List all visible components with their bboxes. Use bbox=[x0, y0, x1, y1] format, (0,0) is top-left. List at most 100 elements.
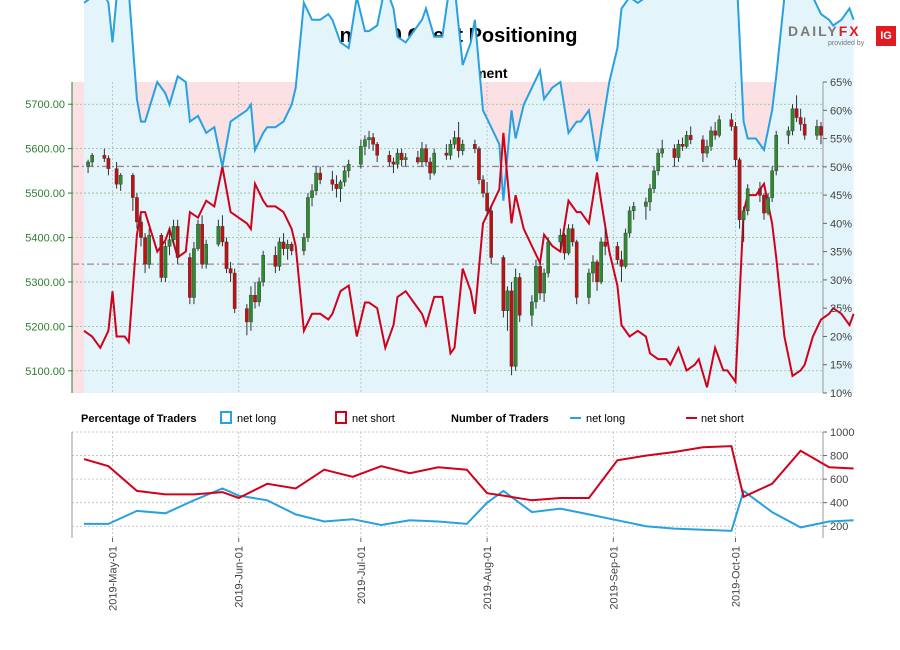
candle-body bbox=[375, 143, 379, 156]
percent-tick-label: 55% bbox=[830, 134, 852, 146]
price-tick-label: 5100.00 bbox=[25, 366, 65, 378]
net-short-count-line bbox=[83, 445, 854, 502]
candle-body bbox=[758, 188, 762, 196]
candle-body bbox=[481, 179, 485, 194]
legend-count-net-short-label: net short bbox=[701, 413, 744, 425]
percent-tick-label: 10% bbox=[830, 388, 852, 400]
candle-body bbox=[159, 235, 164, 278]
candle-body bbox=[139, 221, 143, 238]
date-tick-label: 2019-May-01 bbox=[108, 546, 120, 611]
candle-body bbox=[420, 148, 424, 163]
count-tick-label: 1000 bbox=[830, 427, 854, 439]
candle-body bbox=[762, 195, 766, 214]
candle-body bbox=[452, 137, 457, 145]
candle-body bbox=[310, 190, 314, 198]
candle-body bbox=[558, 235, 563, 243]
candle-body bbox=[644, 201, 648, 207]
bottom-plot-area bbox=[72, 432, 823, 538]
candle-body bbox=[147, 235, 151, 265]
candle-body bbox=[574, 241, 579, 298]
percent-tick-label: 30% bbox=[830, 275, 852, 287]
candle-body bbox=[477, 148, 481, 180]
candle-body bbox=[717, 119, 722, 136]
candle-body bbox=[672, 148, 677, 158]
candle-body bbox=[652, 170, 656, 189]
candle-body bbox=[473, 143, 477, 149]
candle-body bbox=[277, 241, 282, 267]
candle-body bbox=[444, 152, 449, 156]
candle-body bbox=[709, 130, 713, 147]
count-tick-label: 800 bbox=[830, 451, 848, 463]
candle-body bbox=[416, 157, 420, 163]
candle-body bbox=[509, 290, 514, 367]
candle-body bbox=[273, 255, 278, 267]
candle-body bbox=[363, 139, 367, 147]
candle-body bbox=[627, 210, 632, 234]
candle-body bbox=[489, 210, 493, 258]
net-long-count-line bbox=[84, 487, 854, 532]
percent-tick-label: 40% bbox=[830, 218, 852, 230]
candle-body bbox=[701, 139, 705, 154]
price-tick-label: 5200.00 bbox=[25, 321, 65, 333]
price-candles bbox=[86, 95, 823, 376]
candle-body bbox=[815, 126, 819, 136]
price-tick-label: 5500.00 bbox=[25, 188, 65, 200]
legend-net-short-swatch bbox=[335, 411, 347, 424]
candle-body bbox=[220, 226, 225, 243]
candle-body bbox=[570, 228, 575, 243]
legend-number-title: Number of Traders bbox=[451, 413, 549, 425]
candle-body bbox=[591, 261, 595, 274]
candle-body bbox=[448, 143, 453, 156]
candle-body bbox=[733, 126, 738, 160]
reference-lines bbox=[72, 165, 823, 265]
candle-body bbox=[200, 223, 204, 265]
price-sentiment-panel: 5100.00 5200.00 5300.00 5400.00 5500.00 5600.… bbox=[25, 0, 855, 400]
percent-tick-label: 65% bbox=[830, 77, 852, 89]
date-tick-label: 2019-Sep-01 bbox=[608, 546, 620, 610]
candle-body bbox=[216, 226, 221, 245]
date-tick-label: 2019-Aug-01 bbox=[482, 546, 494, 610]
brand-wordmark: DAILY bbox=[788, 23, 839, 39]
percent-tick-label: 20% bbox=[830, 331, 852, 343]
candle-body bbox=[530, 301, 534, 316]
candle-body bbox=[631, 206, 636, 212]
net-short-percent-line bbox=[83, 132, 855, 388]
candle-body bbox=[367, 137, 371, 140]
candle-body bbox=[342, 170, 347, 183]
legend-net-long-label: net long bbox=[237, 413, 276, 425]
candle-body bbox=[334, 183, 339, 189]
candle-body bbox=[395, 152, 400, 165]
candle-body bbox=[505, 290, 510, 312]
candle-body bbox=[798, 117, 803, 125]
candle-body bbox=[546, 241, 550, 274]
candle-body bbox=[86, 161, 90, 167]
candle-body bbox=[786, 130, 791, 136]
price-tick-label: 5600.00 bbox=[25, 144, 65, 156]
count-tick-label: 600 bbox=[830, 474, 848, 486]
candle-body bbox=[391, 161, 396, 165]
date-tick-label: 2019-Jun-01 bbox=[234, 546, 246, 608]
count-tick-label: 200 bbox=[830, 521, 848, 533]
brand-provided-by: provided by bbox=[828, 40, 865, 47]
net-long-area bbox=[84, 0, 854, 393]
candle-body bbox=[656, 152, 660, 172]
candle-body bbox=[403, 157, 408, 160]
candle-body bbox=[432, 152, 436, 174]
candle-body bbox=[118, 175, 123, 185]
candle-body bbox=[245, 308, 249, 323]
candle-body bbox=[660, 148, 664, 154]
candle-body bbox=[387, 155, 392, 163]
candle-body bbox=[599, 241, 603, 283]
candle-body bbox=[619, 259, 624, 267]
percent-tick-label: 50% bbox=[830, 162, 852, 174]
count-tick-label: 400 bbox=[830, 498, 848, 510]
candle-body bbox=[131, 175, 135, 198]
candle-body bbox=[603, 241, 607, 247]
candle-body bbox=[517, 277, 522, 316]
candle-body bbox=[106, 158, 111, 169]
candle-body bbox=[615, 246, 620, 260]
date-axis: 2019-May-01 2019-Jun-01 2019-Jul-01 2019-Au… bbox=[108, 538, 742, 611]
candle-body bbox=[253, 295, 257, 303]
candle-body bbox=[595, 261, 599, 283]
